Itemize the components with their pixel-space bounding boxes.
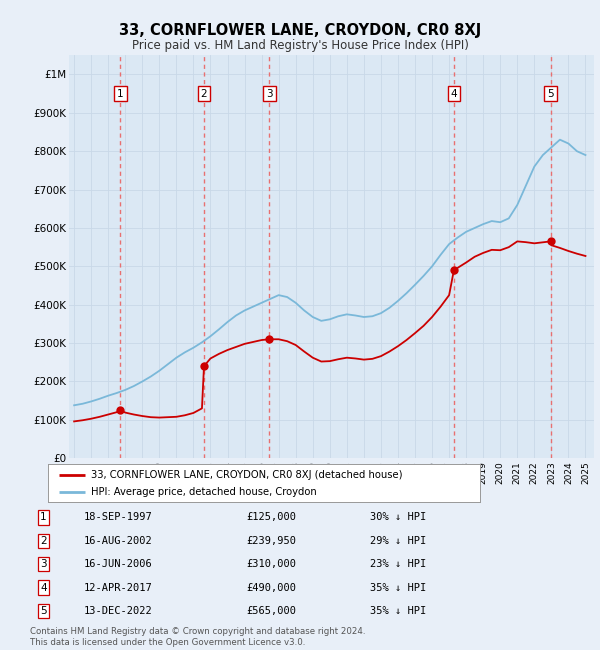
Text: 13-DEC-2022: 13-DEC-2022 — [84, 606, 153, 616]
Text: 23% ↓ HPI: 23% ↓ HPI — [370, 559, 427, 569]
Text: 12-APR-2017: 12-APR-2017 — [84, 582, 153, 593]
Text: 1: 1 — [117, 88, 124, 99]
Text: 29% ↓ HPI: 29% ↓ HPI — [370, 536, 427, 546]
Text: 2: 2 — [200, 88, 208, 99]
Text: Price paid vs. HM Land Registry's House Price Index (HPI): Price paid vs. HM Land Registry's House … — [131, 39, 469, 52]
Text: 16-AUG-2002: 16-AUG-2002 — [84, 536, 153, 546]
Text: 16-JUN-2006: 16-JUN-2006 — [84, 559, 153, 569]
Text: 35% ↓ HPI: 35% ↓ HPI — [370, 582, 427, 593]
Text: HPI: Average price, detached house, Croydon: HPI: Average price, detached house, Croy… — [91, 488, 317, 497]
Text: 1: 1 — [40, 512, 47, 523]
Text: 33, CORNFLOWER LANE, CROYDON, CR0 8XJ (detached house): 33, CORNFLOWER LANE, CROYDON, CR0 8XJ (d… — [91, 470, 403, 480]
Text: 35% ↓ HPI: 35% ↓ HPI — [370, 606, 427, 616]
Text: 2: 2 — [40, 536, 47, 546]
Text: 5: 5 — [40, 606, 47, 616]
Text: 33, CORNFLOWER LANE, CROYDON, CR0 8XJ: 33, CORNFLOWER LANE, CROYDON, CR0 8XJ — [119, 23, 481, 38]
Text: 4: 4 — [451, 88, 457, 99]
Text: 18-SEP-1997: 18-SEP-1997 — [84, 512, 153, 523]
Text: 3: 3 — [40, 559, 47, 569]
Text: £125,000: £125,000 — [246, 512, 296, 523]
Text: Contains HM Land Registry data © Crown copyright and database right 2024.
This d: Contains HM Land Registry data © Crown c… — [30, 627, 365, 647]
Text: 4: 4 — [40, 582, 47, 593]
Text: £565,000: £565,000 — [246, 606, 296, 616]
Text: £310,000: £310,000 — [246, 559, 296, 569]
Text: £239,950: £239,950 — [246, 536, 296, 546]
Text: 5: 5 — [547, 88, 554, 99]
Text: 3: 3 — [266, 88, 272, 99]
Text: 30% ↓ HPI: 30% ↓ HPI — [370, 512, 427, 523]
Text: £490,000: £490,000 — [246, 582, 296, 593]
